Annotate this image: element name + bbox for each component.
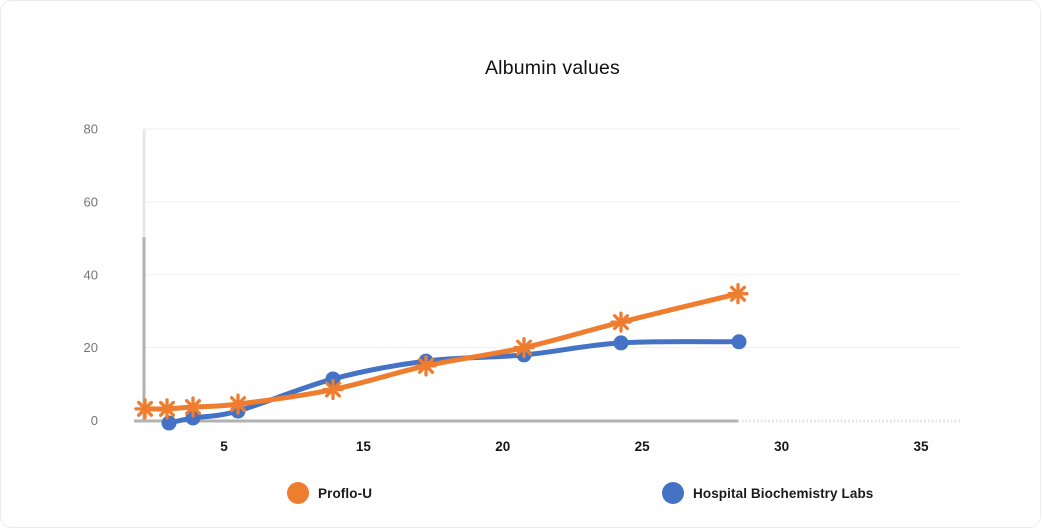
- legend-swatch-proflo-u: [287, 482, 309, 504]
- y-tick-label: 0: [91, 413, 98, 428]
- asterisk-spoke: [229, 396, 247, 413]
- y-tick-label: 60: [84, 194, 98, 209]
- asterisk-spoke: [612, 314, 630, 331]
- legend-swatch-hospital-biochemistry-labs: [662, 482, 684, 504]
- data-point-marker-hospital-biochemistry-labs: [185, 410, 201, 426]
- asterisk-spoke: [184, 399, 202, 416]
- legend-label-proflo-u: Proflo-U: [318, 485, 373, 501]
- chart-legend: Proflo-U Hospital Biochemistry Labs: [1, 480, 1040, 508]
- data-point-marker-proflo-u: [415, 355, 437, 377]
- x-tick-label: 35: [913, 439, 929, 454]
- data-point-marker-proflo-u: [610, 311, 632, 333]
- asterisk-spoke: [158, 400, 176, 417]
- data-point-marker-proflo-u: [182, 396, 204, 418]
- data-point-marker-hospital-biochemistry-labs: [161, 415, 177, 431]
- x-tick-label: 25: [635, 439, 651, 454]
- data-point-marker-hospital-biochemistry-labs: [731, 334, 747, 350]
- asterisk-spoke: [729, 285, 747, 302]
- data-point-marker-proflo-u: [156, 398, 178, 420]
- series-line-proflo-u: [142, 291, 741, 412]
- legend-item-proflo-u[interactable]: Proflo-U: [287, 480, 372, 506]
- chart-title: Albumin values: [484, 57, 621, 79]
- data-point-marker-proflo-u: [513, 336, 535, 359]
- series-line-hospital-biochemistry-labs: [166, 339, 742, 426]
- data-point-marker-proflo-u: [134, 398, 156, 420]
- y-tick-label: 80: [84, 122, 98, 137]
- data-point-marker-proflo-u: [727, 283, 749, 305]
- x-tick-label: 15: [356, 439, 372, 454]
- data-point-marker-hospital-biochemistry-labs: [613, 335, 629, 351]
- x-tick-label: 20: [495, 439, 510, 454]
- y-tick-label: 20: [84, 340, 98, 355]
- data-point-marker-proflo-u: [322, 378, 344, 401]
- x-tick-label: 5: [220, 439, 228, 454]
- asterisk-spoke: [324, 381, 342, 398]
- legend-item-hospital-biochemistry-labs[interactable]: Hospital Biochemistry Labs: [662, 480, 873, 506]
- legend-label-hospital-biochemistry-labs: Hospital Biochemistry Labs: [693, 485, 874, 501]
- asterisk-spoke: [515, 339, 533, 356]
- data-point-marker-proflo-u: [227, 393, 249, 415]
- asterisk-spoke: [417, 357, 435, 374]
- asterisk-spoke: [136, 400, 154, 417]
- y-tick-label: 40: [84, 267, 98, 282]
- x-tick-label: 30: [774, 439, 789, 454]
